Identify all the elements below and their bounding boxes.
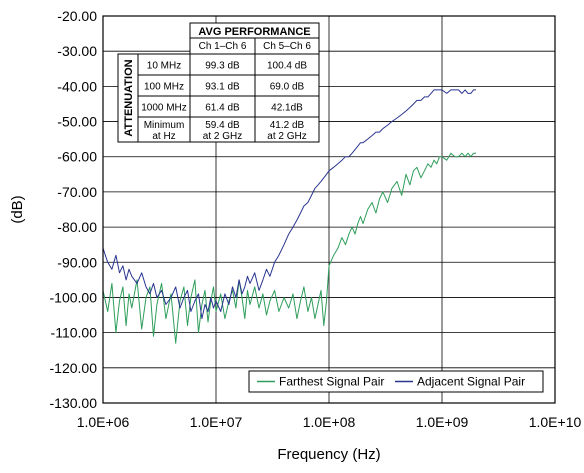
table-col-header: Ch 1–Ch 6 bbox=[199, 41, 247, 52]
x-axis-title: Frequency (Hz) bbox=[277, 446, 380, 463]
y-axis-title: (dB) bbox=[9, 195, 26, 223]
y-tick-label: -80.00 bbox=[57, 219, 97, 235]
y-tick-label: -90.00 bbox=[57, 254, 97, 270]
table-title: AVG PERFORMANCE bbox=[198, 26, 310, 38]
x-tick-label: 1.0E+10 bbox=[529, 414, 582, 430]
table-cell: 41.2 dB bbox=[270, 120, 305, 131]
series-line-adjacent-signal-pair bbox=[102, 89, 476, 320]
y-tick-label: -20.00 bbox=[57, 8, 97, 24]
legend-label-adjacent-signal-pair: Adjacent Signal Pair bbox=[417, 375, 525, 389]
table-cell: 100 MHz bbox=[144, 82, 184, 93]
table-cell: at Hz bbox=[152, 131, 175, 142]
table-side-label: ATTENUATION bbox=[123, 59, 135, 136]
table-cell: 59.4 dB bbox=[205, 120, 240, 131]
plot-frame bbox=[102, 15, 556, 404]
legend-label-farthest-signal-pair: Farthest Signal Pair bbox=[279, 375, 384, 389]
y-tick-label: -40.00 bbox=[57, 78, 97, 94]
x-tick-label: 1.0E+06 bbox=[77, 414, 130, 430]
table-cell: 100.4 dB bbox=[267, 61, 307, 72]
table-col-header: Ch 5–Ch 6 bbox=[263, 41, 311, 52]
performance-table: AVG PERFORMANCE Ch 1–Ch 6 Ch 5–Ch 6 ATTENUA… bbox=[117, 22, 320, 143]
x-tick-label: 1.0E+07 bbox=[190, 414, 243, 430]
table-cell: 93.1 dB bbox=[205, 82, 240, 93]
y-tick-label: -120.00 bbox=[50, 360, 98, 376]
series-line-farthest-signal-pair bbox=[102, 152, 476, 344]
x-tick-label: 1.0E+09 bbox=[416, 414, 469, 430]
table-cell: 61.4 dB bbox=[205, 103, 240, 114]
table-cell: 10 MHz bbox=[147, 61, 181, 72]
axis-layer: -20.00 -30.00 -40.00 -50.00 -60.00 -70.00 -80.… bbox=[9, 8, 581, 463]
y-tick-label: -100.00 bbox=[50, 289, 98, 305]
table-cell: Minimum bbox=[144, 120, 185, 131]
y-tick-label: -110.00 bbox=[51, 325, 98, 341]
series-layer bbox=[102, 89, 476, 344]
y-tick-label: -50.00 bbox=[57, 114, 97, 130]
table-cell: 69.0 dB bbox=[270, 82, 305, 93]
table-cell: at 2 GHz bbox=[203, 131, 242, 142]
table-cell: 99.3 dB bbox=[205, 61, 240, 72]
table-cell: 1000 MHz bbox=[141, 103, 187, 114]
legend: Farthest Signal Pair Adjacent Signal Pair bbox=[248, 370, 544, 393]
y-tick-label: -30.00 bbox=[57, 43, 97, 59]
y-tick-label: -60.00 bbox=[57, 149, 97, 165]
y-tick-label: -130.00 bbox=[50, 395, 98, 411]
table-cell: at 2 GHz bbox=[267, 131, 306, 142]
table-cell: 42.1dB bbox=[271, 103, 303, 114]
table-body bbox=[117, 53, 320, 143]
y-tick-label: -70.00 bbox=[57, 184, 97, 200]
x-tick-label: 1.0E+08 bbox=[303, 414, 356, 430]
